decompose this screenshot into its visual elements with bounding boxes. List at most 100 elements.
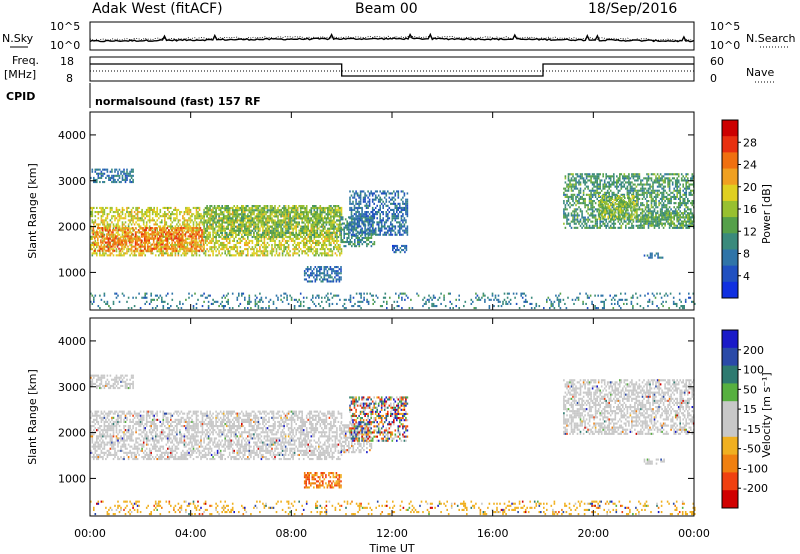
heatmap-cell [405, 202, 407, 205]
heatmap-cell [177, 252, 180, 255]
heatmap-cell [298, 205, 300, 208]
heatmap-cell [327, 254, 329, 257]
heatmap-cell [377, 200, 380, 203]
heatmap-cell [148, 233, 150, 236]
heatmap-cell [150, 206, 152, 209]
heatmap-cell [402, 208, 404, 211]
heatmap-cell [608, 183, 610, 186]
heatmap-cell [103, 208, 106, 211]
heatmap-cell [402, 213, 404, 216]
heatmap-cell [194, 215, 196, 218]
heatmap-cell [121, 229, 123, 232]
heatmap-cell [206, 205, 208, 208]
heatmap-cell [307, 225, 309, 228]
heatmap-cell [215, 215, 217, 218]
heatmap-cell [174, 213, 177, 216]
heatmap-cell [591, 183, 594, 186]
heatmap-cell [304, 246, 306, 249]
heatmap-cell [96, 252, 98, 255]
heatmap-cell [350, 215, 353, 218]
heatmap-cell [266, 246, 269, 249]
heatmap-cell [115, 237, 117, 240]
heatmap-cell [96, 172, 98, 175]
heatmap-cell [256, 205, 258, 208]
heatmap-cell [225, 248, 228, 251]
heatmap-cell [365, 217, 368, 220]
heatmap-cell [221, 213, 223, 216]
heatmap-cell [335, 274, 338, 277]
heatmap-cell [617, 208, 620, 211]
heatmap-cell [198, 225, 201, 228]
heatmap-cell [573, 185, 576, 188]
heatmap-cell [325, 268, 327, 271]
heatmap-cell [379, 215, 381, 218]
heatmap-cell [219, 219, 222, 222]
heatmap-cell [336, 254, 338, 257]
heatmap-cell [582, 224, 585, 227]
heatmap-cell [324, 217, 326, 220]
heatmap-cell [330, 231, 332, 234]
heatmap-cell [579, 208, 582, 211]
heatmap-cell [130, 223, 133, 226]
heatmap-cell [160, 249, 163, 252]
heatmap-cell [117, 221, 119, 224]
heatmap-cell [107, 233, 110, 236]
heatmap-cell [210, 227, 213, 230]
heatmap-cell [218, 252, 220, 255]
heatmap-cell [154, 215, 157, 218]
heatmap-cell [197, 213, 199, 216]
heatmap-cell [292, 208, 294, 211]
heatmap-cell [247, 217, 249, 220]
heatmap-cell [359, 213, 362, 216]
heatmap-cell [599, 183, 601, 186]
heatmap-cell [385, 194, 388, 197]
heatmap-cell [194, 237, 196, 240]
heatmap-cell [215, 225, 217, 228]
heatmap-cell [593, 224, 595, 227]
heatmap-cell [120, 235, 122, 238]
heatmap-cell [164, 217, 166, 220]
heatmap-cell [573, 226, 576, 229]
heatmap-cell [108, 174, 110, 177]
heatmap-cell [289, 237, 291, 240]
heatmap-cell [352, 222, 355, 225]
heatmap-cell [94, 181, 97, 184]
heatmap-cell [266, 250, 269, 253]
heatmap-cell [230, 223, 232, 226]
heatmap-cell [374, 190, 377, 193]
heatmap-cell [380, 221, 383, 224]
heatmap-cell [581, 197, 583, 200]
heatmap-cell [293, 205, 296, 208]
heatmap-cell [212, 219, 214, 222]
heatmap-cell [575, 173, 577, 176]
heatmap-cell [212, 221, 214, 224]
heatmap-cell [280, 233, 282, 236]
heatmap-cell [277, 219, 279, 222]
heatmap-cell [121, 231, 124, 234]
heatmap-cell [159, 246, 162, 249]
heatmap-cell [181, 229, 184, 232]
heatmap-cell [254, 236, 257, 239]
heatmap-cell [400, 233, 403, 236]
heatmap-cell [96, 206, 98, 209]
heatmap-cell [362, 198, 365, 201]
heatmap-cell [248, 207, 251, 210]
heatmap-cell [278, 209, 281, 212]
heatmap-cell [93, 223, 95, 226]
heatmap-cell [352, 227, 354, 230]
heatmap-cell [356, 194, 359, 197]
heatmap-cell [162, 213, 165, 216]
heatmap-cell [183, 245, 185, 248]
heatmap-cell [339, 213, 341, 216]
heatmap-cell [235, 206, 237, 209]
heatmap-cell [153, 208, 155, 211]
heatmap-cell [572, 210, 574, 213]
heatmap-cell [266, 241, 269, 244]
heatmap-cell [262, 231, 264, 234]
heatmap-cell [334, 205, 337, 208]
heatmap-cell [582, 181, 585, 184]
heatmap-cell [256, 233, 258, 236]
heatmap-cell [596, 187, 598, 190]
heatmap-cell [91, 215, 94, 218]
heatmap-cell [260, 215, 263, 218]
